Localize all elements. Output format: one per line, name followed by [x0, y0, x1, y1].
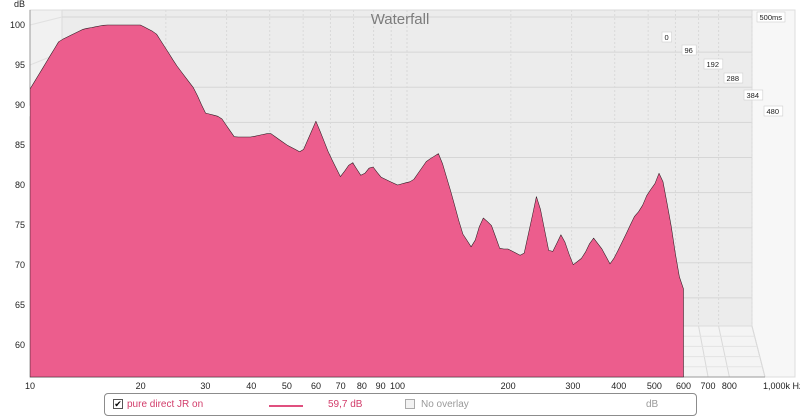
chart-title: Waterfall — [371, 11, 430, 28]
x-tick-label: 600 — [676, 381, 691, 391]
x-tick-label: 400 — [611, 381, 626, 391]
overlay-label: No overlay — [421, 399, 469, 410]
grid-line-side — [29, 16, 63, 26]
grid-line-floor — [718, 325, 730, 378]
x-tick-label: 1,000k Hz — [763, 381, 800, 391]
time-end-label: 500ms — [760, 13, 783, 22]
time-tick-right: 384 — [747, 91, 760, 100]
x-tick-label: 70 — [336, 381, 346, 391]
y-tick-label: 70 — [15, 260, 25, 270]
x-tick-label: 200 — [501, 381, 516, 391]
x-tick-label: 90 — [376, 381, 386, 391]
legend-series-swatch — [269, 405, 303, 407]
time-tick-right: 96 — [685, 46, 693, 55]
time-tick-right: 192 — [707, 60, 720, 69]
waterfall-chart: 100 95 90 85 80 75 70 65 60 dB 10 20 30 40 50 60 70 80 90 1… — [10, 0, 800, 391]
y-tick-label: 95 — [15, 60, 25, 70]
time-tick-right-box — [703, 58, 724, 70]
x-tick-label: 40 — [246, 381, 256, 391]
x-tick-label: 700 — [701, 381, 716, 391]
y-tick-label: 80 — [15, 180, 25, 190]
overlay-checkbox[interactable] — [405, 399, 415, 409]
y-tick-label: 75 — [15, 220, 25, 230]
time-tick-right: 480 — [767, 107, 780, 116]
y-tick-label: 60 — [15, 340, 25, 350]
y-tick-label: 85 — [15, 140, 25, 150]
time-tick-right: 0 — [665, 33, 669, 42]
x-tick-label: 50 — [282, 381, 292, 391]
x-tick-label: 60 — [311, 381, 321, 391]
time-tick-right-box — [661, 31, 672, 43]
time-tick-right-box — [723, 72, 744, 84]
x-tick-label: 30 — [200, 381, 210, 391]
waterfall-slices — [30, 24, 684, 378]
waterfall-slice — [30, 24, 684, 378]
x-tick-label: 500 — [647, 381, 662, 391]
x-tick-label: 10 — [25, 381, 35, 391]
time-tick-right-box — [681, 44, 697, 56]
x-tick-label: 100 — [390, 381, 405, 391]
side-panel — [751, 9, 796, 378]
y-axis-unit: dB — [14, 0, 25, 9]
time-tick-right-box — [743, 89, 764, 101]
time-end-label-box — [756, 11, 786, 23]
y-tick-label: 100 — [10, 20, 25, 30]
legend-series-value: 59,7 dB — [328, 399, 363, 410]
legend-units: dB — [646, 399, 659, 410]
grid-line-floor — [698, 325, 709, 378]
x-tick-label: 800 — [722, 381, 737, 391]
x-tick-label: 80 — [357, 381, 367, 391]
legend-checkbox[interactable]: ✔ — [113, 399, 123, 409]
y-tick-label: 65 — [15, 300, 25, 310]
y-tick-label: 90 — [15, 100, 25, 110]
legend-bar: ✔ pure direct JR on 59,7 dB No overlay d… — [104, 393, 697, 416]
legend-series-label: pure direct JR on — [127, 399, 204, 410]
time-tick-right: 288 — [727, 74, 740, 83]
x-tick-label: 20 — [136, 381, 146, 391]
time-tick-right-box — [763, 105, 784, 117]
x-tick-label: 300 — [565, 381, 580, 391]
grid-line-floor — [751, 325, 766, 378]
